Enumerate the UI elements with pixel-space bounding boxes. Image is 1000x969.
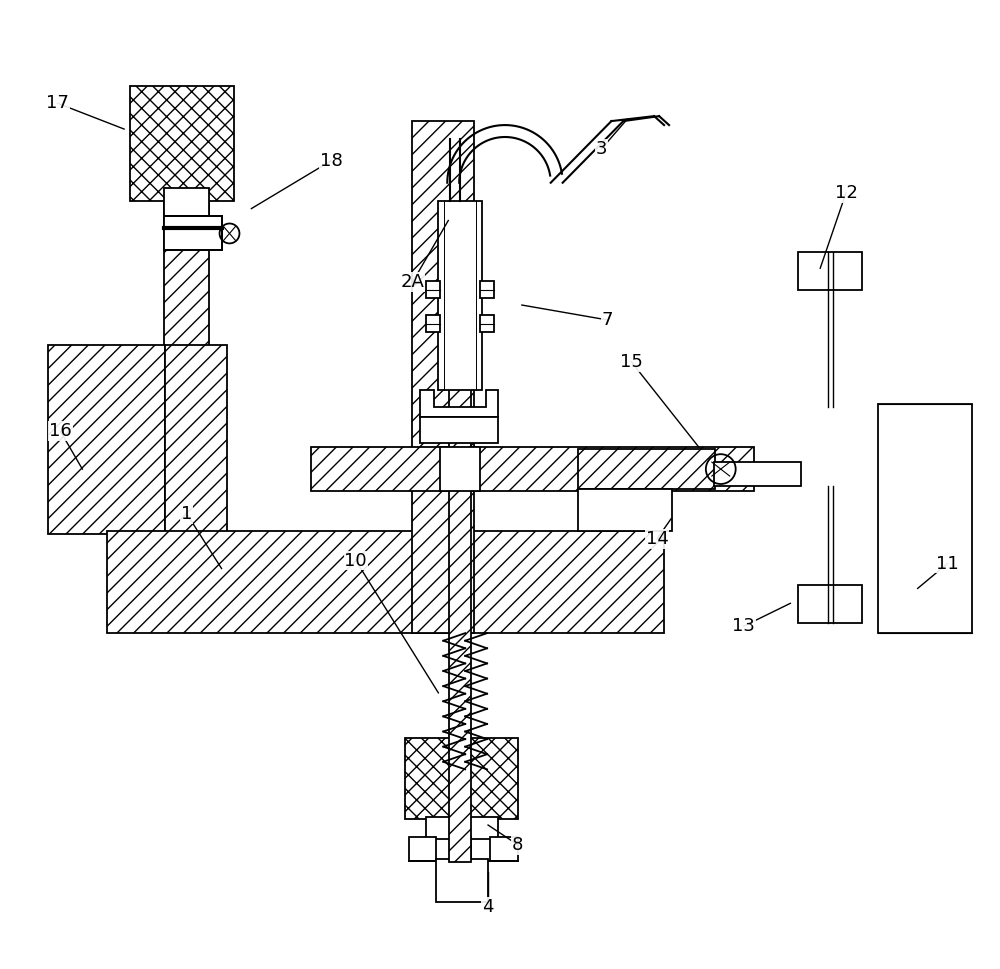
Text: 16: 16 <box>49 422 72 440</box>
Bar <box>714 462 801 486</box>
Bar <box>578 450 715 489</box>
Bar <box>48 345 165 534</box>
Bar <box>130 86 234 201</box>
Text: 11: 11 <box>936 554 959 573</box>
Text: 10: 10 <box>344 551 367 570</box>
Bar <box>426 817 498 839</box>
Bar <box>436 859 488 901</box>
Polygon shape <box>311 448 754 491</box>
Polygon shape <box>420 390 498 418</box>
Text: 12: 12 <box>835 184 858 202</box>
Text: 2A: 2A <box>401 273 424 291</box>
Bar <box>426 315 440 331</box>
Bar <box>798 252 862 290</box>
Text: 8: 8 <box>512 836 524 854</box>
Bar <box>165 345 227 534</box>
Bar <box>878 404 972 633</box>
Bar <box>490 837 518 860</box>
Text: 7: 7 <box>602 311 613 328</box>
Bar <box>164 201 209 569</box>
Bar <box>449 215 471 861</box>
Text: 4: 4 <box>482 897 494 916</box>
Bar <box>440 448 480 491</box>
Bar <box>164 215 222 250</box>
Polygon shape <box>107 531 664 633</box>
Bar <box>420 418 498 443</box>
Bar <box>480 281 494 298</box>
Text: 17: 17 <box>46 94 69 112</box>
Text: 15: 15 <box>620 353 643 371</box>
Bar <box>480 315 494 331</box>
Bar <box>164 188 209 215</box>
Bar <box>412 121 474 633</box>
Bar <box>438 201 482 390</box>
Text: 3: 3 <box>596 140 607 158</box>
Bar <box>798 585 862 623</box>
Bar <box>453 837 471 860</box>
Bar <box>578 489 672 531</box>
Text: 13: 13 <box>732 617 755 636</box>
Text: 1: 1 <box>181 505 192 523</box>
Text: 18: 18 <box>320 152 342 170</box>
Text: 14: 14 <box>646 530 669 547</box>
Bar <box>405 737 518 819</box>
Bar <box>409 837 436 860</box>
Bar <box>426 281 440 298</box>
